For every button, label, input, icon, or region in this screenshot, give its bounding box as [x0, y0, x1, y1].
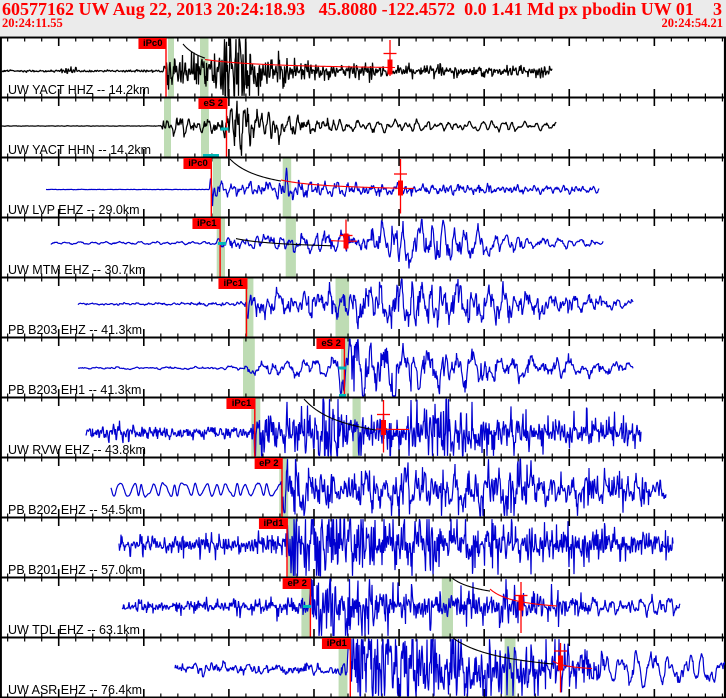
trace-label: PB B202 EHZ -- 54.5km [8, 503, 143, 517]
trace-label: PB B203 EHZ -- 41.3km [8, 323, 143, 337]
window-end-time: 20:24:54.21 [661, 16, 723, 30]
trace-label: UW LVP EHZ -- 29.0km [8, 203, 140, 217]
pick-flag[interactable]: eS 2 [316, 338, 345, 350]
header-right-text: 3 [713, 0, 722, 19]
trace-label: UW TDL EHZ -- 63.1km [8, 623, 140, 637]
pick-flag[interactable]: iPc0 [183, 158, 212, 170]
pick-flag[interactable]: iPd1 [258, 518, 288, 530]
pick-flag[interactable]: eS 2 [198, 98, 227, 110]
trace-label: UW RVW EHZ -- 43.8km [8, 443, 146, 457]
window-start-time: 20:24:11.55 [2, 16, 63, 30]
trace-label: PB B201 EHZ -- 57.0km [8, 563, 143, 577]
trace-label: UW YACT HHN -- 14.2km [8, 143, 152, 157]
pick-flag[interactable]: iPc1 [192, 218, 221, 230]
trace-label: UW MTM EHZ -- 30.7km [8, 263, 146, 277]
header-bar: 60577162 UW Aug 22, 2013 20:24:18.93 45.… [0, 0, 726, 36]
pick-flag[interactable]: eP 2 [254, 458, 283, 470]
event-summary: 60577162 UW Aug 22, 2013 20:24:18.93 45.… [2, 0, 694, 19]
trace-label: UW ASR EHZ -- 76.4km [8, 683, 143, 697]
pick-flag[interactable]: iPc1 [218, 278, 247, 290]
pick-flag[interactable]: eP 2 [282, 578, 311, 590]
trace-label: UW YACT HHZ -- 14.2km [8, 83, 150, 97]
pick-flag[interactable]: iPc1 [226, 398, 256, 410]
trace-label: PB B203 EH1 -- 41.3km [8, 383, 142, 397]
pick-flag[interactable]: iPc0 [137, 38, 167, 50]
pick-flag[interactable]: iPd1 [321, 638, 351, 650]
